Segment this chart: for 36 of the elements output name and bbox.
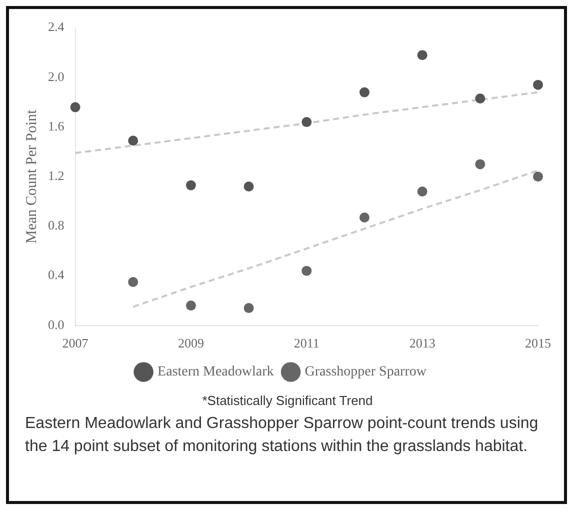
legend-label: Grasshopper Sparrow bbox=[304, 364, 428, 380]
point bbox=[533, 172, 543, 182]
y-tick-label: 0.0 bbox=[48, 316, 64, 332]
point bbox=[128, 277, 138, 287]
y-tick-label: 2.4 bbox=[48, 19, 65, 34]
point bbox=[417, 186, 428, 196]
y-axis-title: Mean Count Per Point bbox=[24, 108, 40, 244]
x-tick-label: 2009 bbox=[178, 336, 204, 351]
point bbox=[186, 300, 196, 311]
point bbox=[302, 117, 312, 128]
y-tick-label: 0.4 bbox=[48, 267, 65, 282]
point bbox=[244, 303, 254, 314]
point bbox=[359, 87, 370, 98]
y-tick-label: 1.6 bbox=[48, 118, 65, 134]
y-tick-label: 2.0 bbox=[48, 68, 64, 84]
line-series bbox=[132, 169, 539, 308]
point bbox=[475, 159, 486, 170]
text: *Statistically Significant Trend bbox=[201, 393, 374, 408]
point bbox=[302, 266, 312, 276]
x-tick-label: 2011 bbox=[294, 336, 320, 351]
point bbox=[244, 182, 254, 192]
y-tick-label: 1.2 bbox=[48, 168, 64, 184]
point bbox=[186, 180, 196, 190]
line-series bbox=[74, 91, 539, 154]
point bbox=[533, 80, 543, 90]
legend-label: Eastern Meadowlark bbox=[158, 364, 274, 380]
x-tick-label: 2007 bbox=[62, 336, 89, 351]
point bbox=[475, 93, 486, 104]
x-tick-label: 2015 bbox=[525, 336, 551, 351]
point bbox=[128, 136, 138, 146]
x-tick-label: 2013 bbox=[409, 336, 436, 351]
y-tick-label: 0.8 bbox=[48, 218, 64, 233]
text: Eastern Meadowlark and Grasshopper Sparrow point-count trends using the 14 point subset of monitoring stations within the grasslands habitat. bbox=[25, 414, 540, 458]
point bbox=[70, 102, 80, 112]
point bbox=[417, 50, 428, 60]
point bbox=[359, 212, 370, 223]
